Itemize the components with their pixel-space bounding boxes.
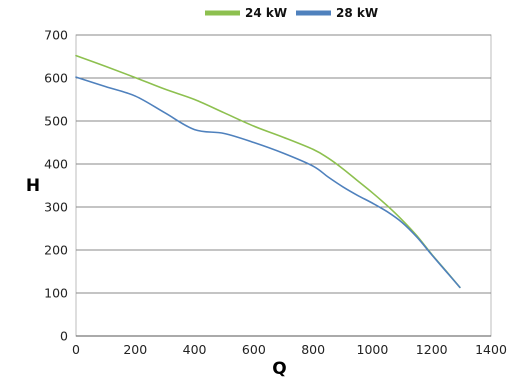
plot-area: [75, 34, 492, 337]
x-tick-label: 600: [242, 342, 266, 357]
y-tick-label: 500: [44, 114, 68, 129]
x-tick-label: 400: [183, 342, 207, 357]
y-tick-label: 600: [44, 71, 68, 86]
y-axis-title: H: [26, 176, 40, 196]
x-tick-label: 1400: [475, 342, 507, 357]
x-axis-title: Q: [272, 359, 286, 379]
x-tick-label: 1000: [357, 342, 389, 357]
y-tick-label: 700: [44, 28, 68, 43]
legend-label: 28 kW: [336, 6, 378, 20]
series-line-1: [75, 54, 461, 289]
x-tick-label: 200: [123, 342, 147, 357]
y-tick-label: 400: [44, 157, 68, 172]
y-tick-label: 100: [44, 286, 68, 301]
x-tick-label: 0: [72, 342, 80, 357]
y-tick-label: 300: [44, 200, 68, 215]
x-tick-label: 1200: [416, 342, 448, 357]
y-tick-label: 200: [44, 243, 68, 258]
series-line-2: [75, 76, 461, 289]
x-tick-label: 800: [301, 342, 325, 357]
legend-label: 24 kW: [245, 6, 287, 20]
y-tick-label: 0: [60, 329, 68, 344]
